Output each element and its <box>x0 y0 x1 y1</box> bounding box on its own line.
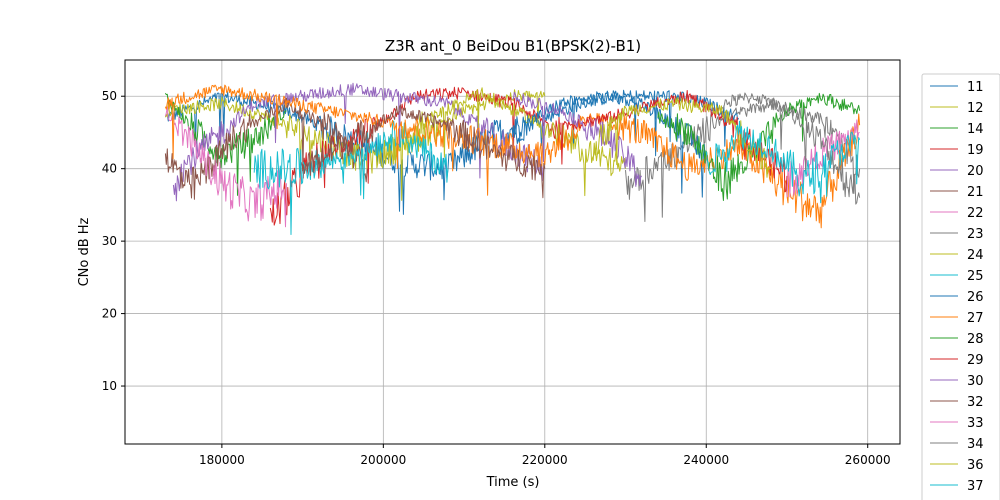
legend-label: 33 <box>967 416 984 431</box>
series-line-24 <box>382 87 626 201</box>
legend-label: 37 <box>967 479 984 494</box>
legend-box <box>921 73 1000 500</box>
x-axis-label: Time (s) <box>486 475 540 490</box>
y-tick-label: 20 <box>102 307 117 321</box>
legend-label: 36 <box>967 458 984 473</box>
legend-label: 29 <box>967 353 984 368</box>
x-tick-label: 220000 <box>522 453 568 467</box>
series-line-34 <box>721 92 861 205</box>
x-tick-label: 180000 <box>199 453 245 467</box>
series-line-30 <box>512 91 643 187</box>
series-line-37 <box>705 120 861 204</box>
series-line-22 <box>164 106 287 228</box>
x-tick-label: 200000 <box>360 453 406 467</box>
legend-label: 34 <box>967 437 984 452</box>
legend: 11 12 14 19 20 21 22 23 24 25 26 27 28 29 30 32 33 34 36 37 <box>921 73 1000 500</box>
legend-label: 25 <box>967 269 984 284</box>
series-line-20 <box>172 82 545 202</box>
legend-label: 26 <box>967 290 984 305</box>
series-line-36 <box>592 97 772 178</box>
series-line-29 <box>560 90 788 193</box>
y-tick-label: 30 <box>102 234 117 248</box>
y-tick-label: 50 <box>102 89 117 103</box>
legend-label: 19 <box>967 143 984 158</box>
x-tick-label: 260000 <box>845 453 891 467</box>
series-lines <box>164 82 861 235</box>
series-line-23 <box>625 97 861 222</box>
legend-label: 24 <box>967 248 984 263</box>
legend-label: 28 <box>967 332 984 347</box>
legend-label: 11 <box>967 80 984 95</box>
legend-label: 30 <box>967 374 984 389</box>
y-axis-label: CNo dB Hz <box>77 217 92 286</box>
legend-label: 20 <box>967 164 984 179</box>
legend-label: 14 <box>967 122 984 137</box>
legend-label: 23 <box>967 227 984 242</box>
series-line-32 <box>302 104 546 199</box>
series-line-14 <box>164 92 287 196</box>
legend-label: 12 <box>967 101 984 116</box>
y-tick-label: 40 <box>102 162 117 176</box>
y-tick-label: 10 <box>102 379 117 393</box>
legend-label: 21 <box>967 185 984 200</box>
plot-frame <box>124 59 901 445</box>
x-tick-label: 240000 <box>683 453 729 467</box>
chart-title: Z3R ant_0 BeiDou B1(BPSK(2)-B1) <box>385 37 641 56</box>
axis-ticks: 180000 200000 220000 240000 260000 10 20 30 40 50 <box>102 89 891 467</box>
legend-label: 22 <box>967 206 984 221</box>
series-line-21 <box>164 97 368 200</box>
legend-label: 32 <box>967 395 984 410</box>
series-line-27 <box>164 84 861 229</box>
series-line-33 <box>786 119 860 198</box>
legend-label: 27 <box>967 311 984 326</box>
